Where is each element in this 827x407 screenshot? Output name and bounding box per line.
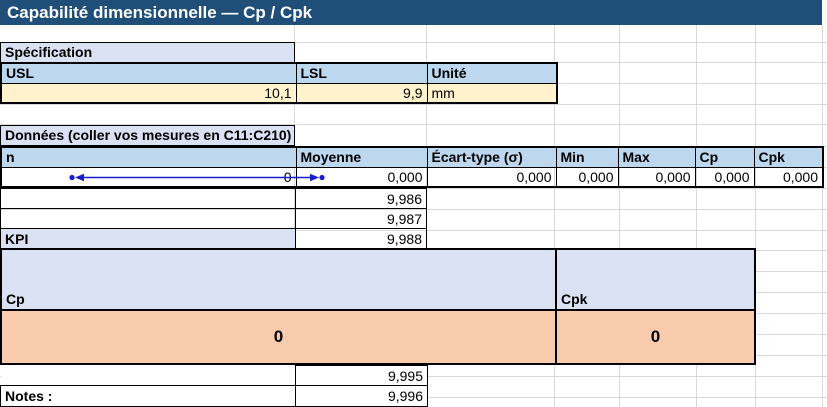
spec-header-usl[interactable]: USL [0, 62, 297, 84]
stats-value-ecart-type[interactable]: 0,000 [426, 166, 557, 188]
stats-header-cpk[interactable]: Cpk [753, 146, 824, 168]
stats-header-max[interactable]: Max [617, 146, 696, 168]
stats-value-cpk[interactable]: 0,000 [753, 166, 824, 188]
spec-table: USL LSL Unité 10,1 9,9 mm [0, 62, 558, 104]
stats-value-min[interactable]: 0,000 [555, 166, 619, 188]
stats-header-ecart-type[interactable]: Écart-type (σ) [426, 146, 557, 168]
empty-cell[interactable] [0, 365, 296, 386]
stats-header-min[interactable]: Min [555, 146, 619, 168]
stats-value-moyenne[interactable]: 0,000 [295, 166, 428, 188]
measure-value-cell[interactable]: 9,986 [295, 188, 427, 209]
stats-value-max[interactable]: 0,000 [617, 166, 696, 188]
spec-section-header-cell[interactable]: Spécification [0, 42, 295, 63]
range-arrows-icon[interactable] [64, 167, 330, 188]
cp-label: Cp [6, 291, 25, 307]
spec-value-usl[interactable]: 10,1 [0, 82, 297, 104]
page-title[interactable]: Capabilité dimensionnelle — Cp / Cpk [0, 0, 822, 25]
measure-value-cell[interactable]: 9,988 [295, 228, 427, 249]
stats-header-moyenne[interactable]: Moyenne [295, 146, 428, 168]
cpk-label: Cpk [561, 291, 588, 307]
spec-value-unite[interactable]: mm [426, 82, 558, 104]
bottom-value-cell[interactable]: 9,995 [295, 365, 428, 386]
measure-value-cell[interactable]: 9,987 [295, 208, 427, 229]
spec-value-lsl[interactable]: 9,9 [295, 82, 428, 104]
notes-label-cell[interactable]: Notes : [0, 385, 296, 407]
cpk-label-block[interactable]: Cpk [555, 248, 756, 311]
cp-value-block[interactable]: 0 [0, 309, 557, 365]
spec-header-unite[interactable]: Unité [426, 62, 558, 84]
cpk-value: 0 [650, 327, 661, 346]
stats-table: n Moyenne Écart-type (σ) Min Max Cp Cpk … [0, 146, 824, 188]
measure-label-cell[interactable] [0, 208, 296, 229]
kpi-label-cell[interactable]: KPI [0, 228, 296, 249]
cpk-value-block[interactable]: 0 [555, 309, 756, 365]
stats-header-cp[interactable]: Cp [694, 146, 755, 168]
measures-table: 9,986 9,987 KPI 9,988 [0, 188, 427, 249]
bottom-value-cell[interactable]: 9,996 [295, 385, 428, 407]
data-section-header-cell[interactable]: Données (coller vos mesures en C11:C210) [0, 125, 295, 146]
cp-label-block[interactable]: Cp [0, 248, 557, 311]
stats-header-n[interactable]: n [0, 146, 297, 168]
stats-value-cp[interactable]: 0,000 [694, 166, 755, 188]
notes-table: 9,995 Notes : 9,996 [0, 365, 428, 407]
spec-header-lsl[interactable]: LSL [295, 62, 428, 84]
cp-value: 0 [273, 327, 284, 346]
measure-label-cell[interactable] [0, 188, 296, 209]
